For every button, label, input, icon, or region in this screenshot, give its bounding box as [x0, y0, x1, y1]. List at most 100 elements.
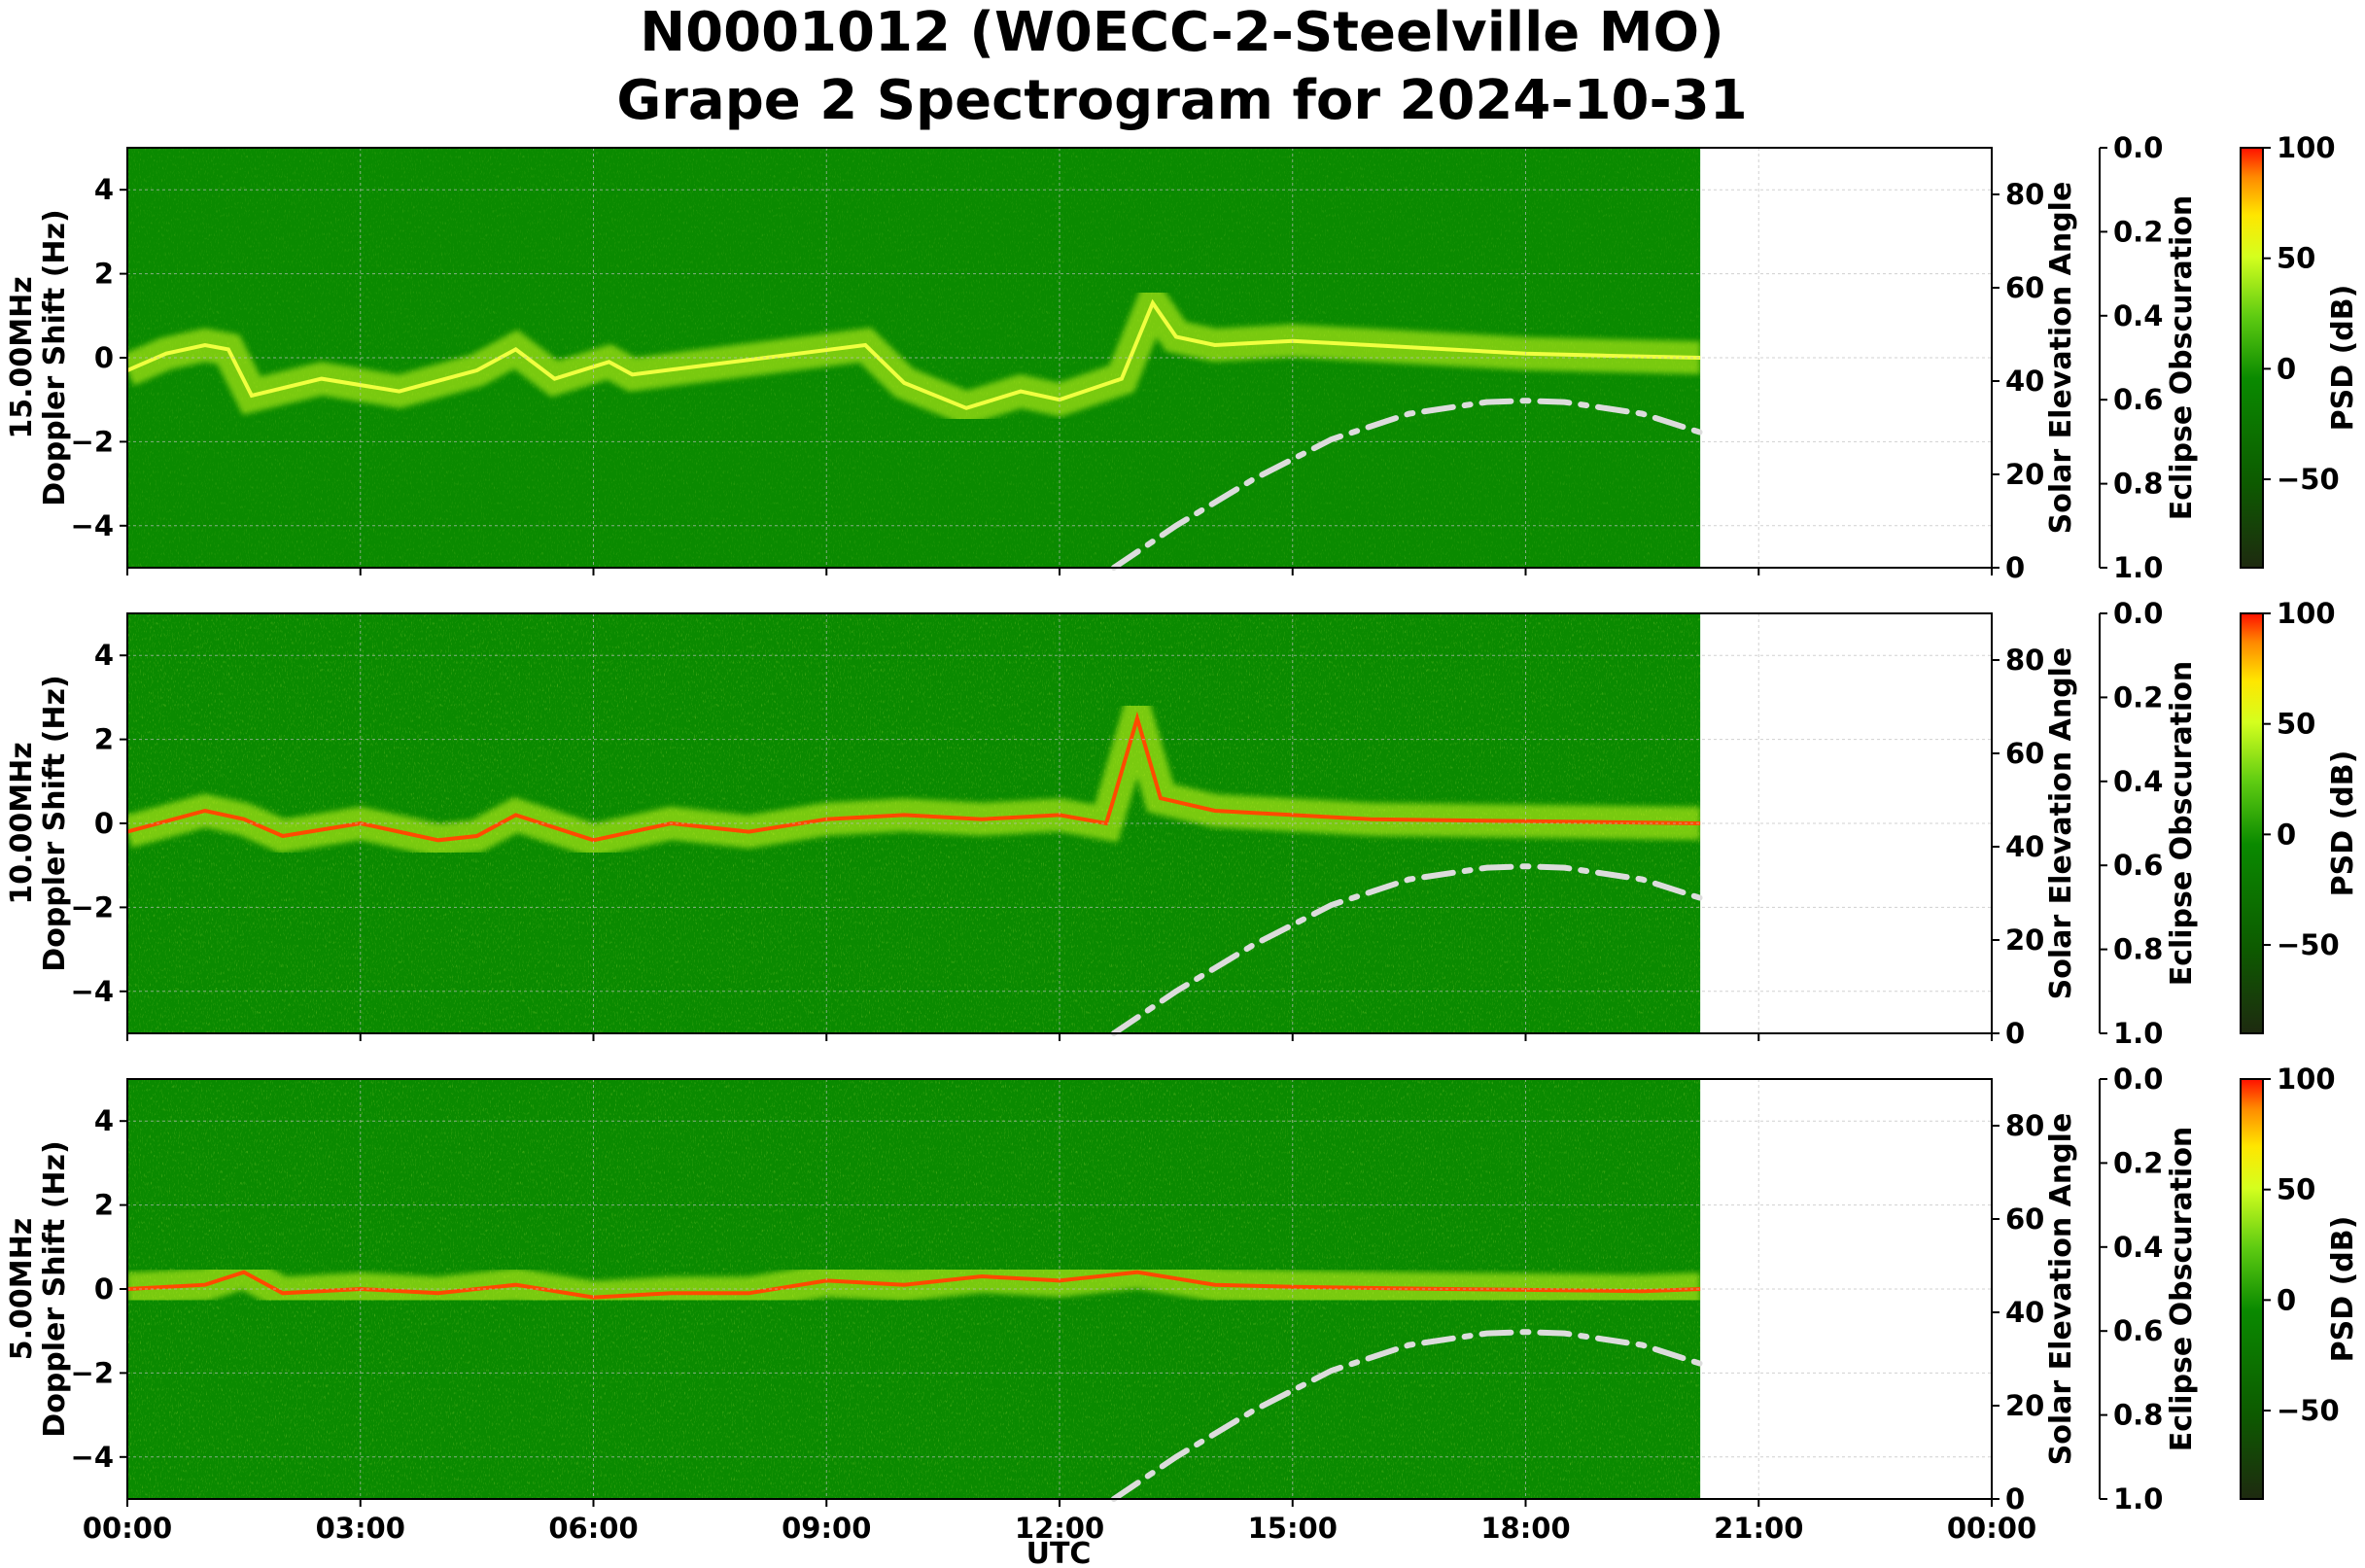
solar-tick-label: 40: [2005, 365, 2044, 398]
eclipse-tick-label: 0.2: [2113, 1146, 2163, 1179]
doppler-axis-label: Doppler Shift (Hz): [38, 675, 72, 971]
eclipse-tick-label: 0.0: [2113, 131, 2163, 164]
colorbar-tick-label: −50: [2277, 928, 2340, 961]
x-tick-label: 12:00: [1015, 1512, 1104, 1545]
spectrogram-image: [127, 1079, 1701, 1499]
solar-tick-label: 80: [2005, 1109, 2044, 1142]
eclipse-axis-label: Eclipse Obscuration: [2165, 661, 2199, 987]
solar-tick-label: 60: [2005, 737, 2044, 770]
solar-tick-label: 20: [2005, 1389, 2044, 1422]
colorbar-tick-label: 0: [2277, 818, 2296, 851]
solar-tick-label: 60: [2005, 271, 2044, 304]
y-tick-label: −2: [71, 425, 114, 458]
colorbar-tick-label: 50: [2277, 1173, 2315, 1206]
frequency-label: 10.00MHz: [5, 742, 39, 904]
solar-tick-label: 60: [2005, 1202, 2044, 1236]
solar-axis-label: Solar Elevation Angle: [2044, 647, 2078, 1000]
eclipse-axis-label: Eclipse Obscuration: [2165, 1127, 2199, 1452]
eclipse-tick-label: 0.0: [2113, 1063, 2163, 1096]
colorbar-tick-label: 100: [2277, 131, 2336, 164]
colorbar-label: PSD (dB): [2326, 285, 2360, 432]
eclipse-tick-label: 0.6: [2113, 849, 2163, 882]
spectrogram-image: [127, 148, 1701, 568]
solar-tick-label: 80: [2005, 178, 2044, 211]
solar-tick-label: 0: [2005, 1017, 2025, 1050]
eclipse-tick-label: 1.0: [2113, 1017, 2163, 1050]
eclipse-tick-label: 0.8: [2113, 468, 2163, 501]
solar-elevation-curve: [1110, 398, 1704, 571]
y-tick-label: 4: [94, 1104, 114, 1137]
solar-tick-label: 0: [2005, 1482, 2025, 1516]
y-tick-label: −2: [71, 890, 114, 923]
eclipse-tick-label: 0.4: [2113, 765, 2163, 798]
eclipse-tick-label: 0.4: [2113, 299, 2163, 332]
x-axis-label: UTC: [1026, 1537, 1092, 1568]
colorbar-tick-label: 50: [2277, 708, 2315, 741]
chart-title-line2: Grape 2 Spectrogram for 2024-10-31: [616, 69, 1747, 132]
solar-elevation-curve: [1110, 863, 1704, 1036]
x-tick-label: 09:00: [782, 1512, 871, 1545]
colorbar-tick-label: 0: [2277, 1283, 2296, 1316]
colorbar-label: PSD (dB): [2326, 750, 2360, 897]
y-tick-label: 0: [94, 807, 114, 840]
eclipse-tick-label: 1.0: [2113, 551, 2163, 584]
colorbar-label: PSD (dB): [2326, 1216, 2360, 1363]
x-tick-label: 03:00: [316, 1512, 405, 1545]
frequency-label: 15.00MHz: [5, 276, 39, 438]
x-tick-label: 06:00: [548, 1512, 638, 1545]
y-tick-label: −2: [71, 1356, 114, 1389]
solar-tick-label: 80: [2005, 644, 2044, 677]
spectrogram-image: [127, 613, 1701, 1033]
y-tick-label: 2: [94, 723, 114, 756]
x-tick-label: 21:00: [1714, 1512, 1803, 1545]
colorbar-tick-label: 50: [2277, 242, 2315, 275]
colorbar-tick-label: −50: [2277, 463, 2340, 496]
colorbar: [2240, 1078, 2264, 1500]
solar-tick-label: 20: [2005, 923, 2044, 957]
solar-tick-label: 0: [2005, 551, 2025, 584]
eclipse-tick-label: 0.8: [2113, 1399, 2163, 1432]
solar-tick-label: 40: [2005, 830, 2044, 863]
colorbar-tick-label: 100: [2277, 597, 2336, 630]
y-tick-label: 0: [94, 1272, 114, 1306]
x-tick-label: 15:00: [1248, 1512, 1338, 1545]
y-tick-label: 2: [94, 258, 114, 291]
y-tick-label: −4: [71, 1441, 114, 1474]
x-tick-label: 18:00: [1480, 1512, 1570, 1545]
y-tick-label: 2: [94, 1189, 114, 1222]
solar-axis-label: Solar Elevation Angle: [2044, 1113, 2078, 1466]
doppler-axis-label: Doppler Shift (Hz): [38, 1140, 72, 1437]
eclipse-tick-label: 0.6: [2113, 383, 2163, 416]
x-tick-label: 00:00: [83, 1512, 172, 1545]
eclipse-tick-label: 0.6: [2113, 1314, 2163, 1347]
solar-axis-label: Solar Elevation Angle: [2044, 182, 2078, 535]
y-tick-label: 4: [94, 639, 114, 672]
colorbar-tick-label: 100: [2277, 1063, 2336, 1096]
y-tick-label: 4: [94, 173, 114, 206]
eclipse-tick-label: 0.4: [2113, 1231, 2163, 1264]
x-tick-label: 00:00: [1947, 1512, 2036, 1545]
eclipse-tick-label: 1.0: [2113, 1482, 2163, 1516]
eclipse-tick-label: 0.2: [2113, 680, 2163, 714]
y-tick-label: −4: [71, 509, 114, 542]
doppler-trace: [127, 711, 1701, 843]
frequency-label: 5.00MHz: [5, 1218, 39, 1360]
eclipse-tick-label: 0.8: [2113, 933, 2163, 966]
colorbar: [2240, 612, 2264, 1034]
chart-title-line1: N0001012 (W0ECC-2-Steelville MO): [640, 1, 1723, 64]
solar-tick-label: 20: [2005, 458, 2044, 491]
solar-tick-label: 40: [2005, 1296, 2044, 1329]
y-tick-label: 0: [94, 341, 114, 374]
colorbar-tick-label: 0: [2277, 352, 2296, 385]
eclipse-tick-label: 0.2: [2113, 215, 2163, 248]
eclipse-axis-label: Eclipse Obscuration: [2165, 195, 2199, 521]
y-tick-label: −4: [71, 975, 114, 1008]
doppler-trace: [127, 298, 1701, 410]
eclipse-tick-label: 0.0: [2113, 597, 2163, 630]
solar-elevation-curve: [1110, 1329, 1704, 1502]
doppler-axis-label: Doppler Shift (Hz): [38, 209, 72, 505]
